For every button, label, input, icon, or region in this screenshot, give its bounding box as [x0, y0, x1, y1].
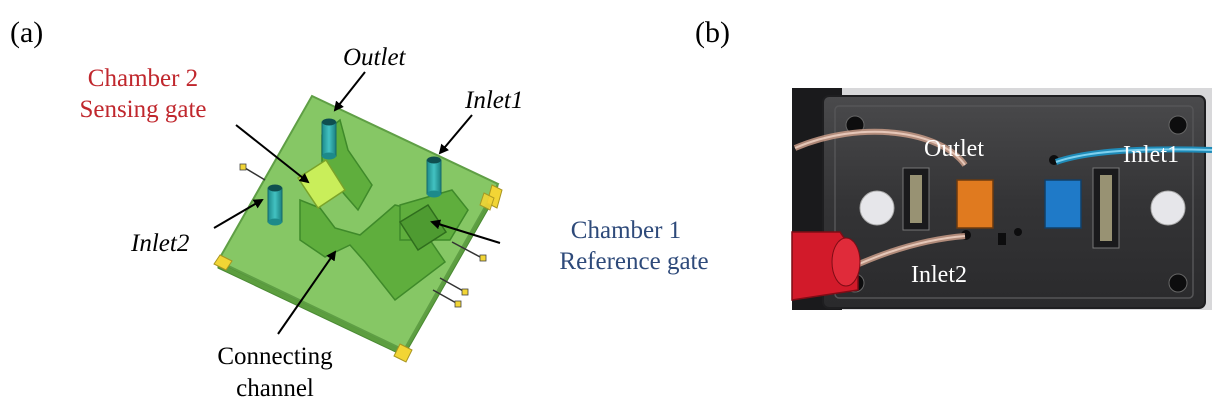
outlet-label: Outlet [343, 44, 407, 71]
lead-pad [479, 254, 487, 262]
lead-pad [454, 300, 462, 308]
lead-wire [244, 167, 266, 181]
inlet2-label: Inlet2 [130, 230, 189, 257]
lead-wire [439, 277, 466, 293]
blue-chamber [1044, 179, 1082, 229]
inlet1-label: Inlet1 [464, 87, 523, 114]
chamber2-label-line2: Sensing gate [79, 96, 206, 123]
screw-hole [1168, 273, 1188, 293]
holder-inner-rim [834, 105, 1194, 299]
panel-a: (a) [10, 16, 709, 402]
white-pad [859, 190, 895, 226]
lead-wire [451, 241, 483, 259]
channel-label-line2: channel [236, 375, 314, 402]
red-fitting-cap [831, 237, 861, 287]
photo-inlet2-label: Inlet2 [911, 262, 967, 288]
device-photo [791, 88, 1213, 310]
chip-diagram [213, 94, 503, 363]
outlet-tube [321, 118, 337, 160]
connector-pins [1100, 175, 1112, 241]
port-hole [1014, 228, 1022, 236]
outlet-tubing [794, 130, 966, 166]
chamber2-arrow [235, 124, 310, 184]
chamber2-label-line1: Chamber 2 [88, 65, 198, 92]
white-pad [1150, 190, 1186, 226]
channel-label-line1: Connecting [217, 343, 333, 370]
panel-b-label: (b) [695, 16, 730, 49]
lead-pad [239, 163, 247, 171]
contact-pad [213, 254, 233, 271]
chamber1-label-line1: Chamber 1 [571, 217, 681, 244]
inlet1-arrow [438, 114, 473, 155]
port-slot [998, 233, 1006, 245]
inlet1-tube [426, 156, 442, 198]
lead-pad [461, 288, 469, 296]
contact-pad [479, 192, 495, 211]
screw-hole [1168, 115, 1188, 135]
chamber-1-reference-gate [398, 203, 448, 252]
chamber1-label-line2: Reference gate [559, 248, 708, 275]
photo-inlet1-label: Inlet1 [1123, 142, 1179, 168]
panel-a-label: (a) [10, 16, 43, 49]
chamber-2-sensing-gate [296, 158, 347, 210]
orange-chamber [956, 179, 994, 229]
chamber1-arrow [430, 219, 501, 244]
inlet2-tubing [849, 235, 966, 269]
photo-outlet-label: Outlet [924, 136, 984, 162]
connector-pins [910, 175, 922, 223]
lead-wire [432, 289, 459, 305]
panel-b: (b) [695, 16, 1213, 310]
outlet-arrow [333, 71, 366, 112]
inlet1-tubing [1055, 148, 1213, 163]
channel-arrow [277, 250, 337, 335]
contact-pad [393, 343, 413, 363]
inlet2-tube [267, 184, 283, 226]
inlet2-arrow [213, 198, 264, 229]
